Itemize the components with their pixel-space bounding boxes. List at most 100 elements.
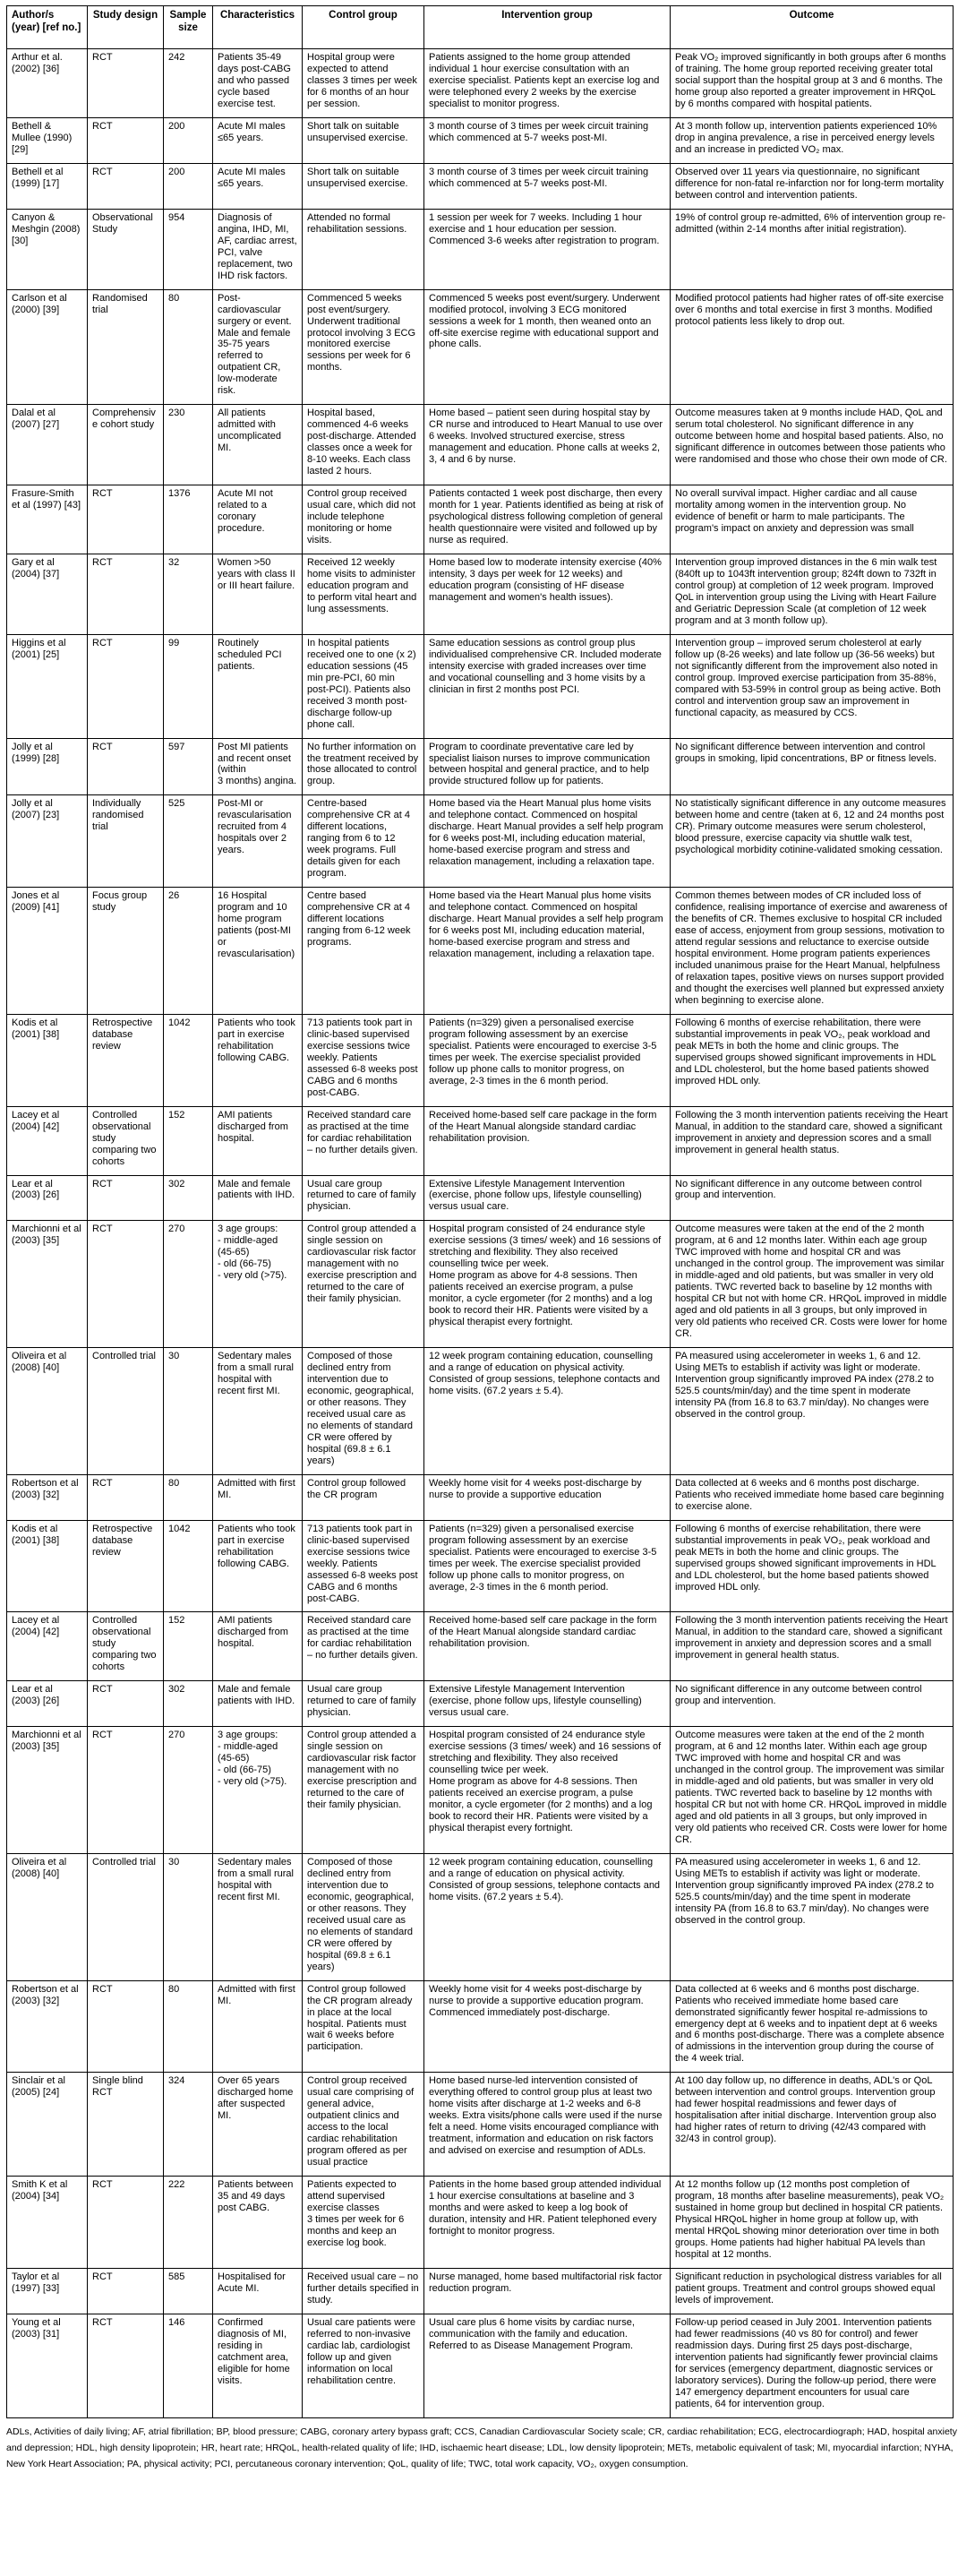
cell-characteristics: Post-MI or revascularisation recruited f…: [212, 794, 303, 889]
cell-sample: 302: [163, 1174, 213, 1222]
cell-characteristics: Women >50 years with class II or III hea…: [212, 553, 303, 635]
cell-intervention: Home based via the Heart Manual plus hom…: [423, 794, 671, 889]
table-row: Jolly et al (2007) [23] Individually rand…: [6, 794, 954, 889]
cell-characteristics: Sedentary males from a small rural hospi…: [212, 1347, 303, 1475]
cell-intervention: Patients contacted 1 week post discharge…: [423, 485, 671, 554]
cell-outcome: Outcome measures were taken at the end o…: [670, 1726, 954, 1854]
cell-author: Frasure-Smith et al (1997) [43]: [6, 485, 88, 554]
table-row: Marchionni et al (2003) [35] RCT 270 3 age …: [6, 1220, 954, 1349]
cell-control: No further information on the treatment …: [302, 737, 424, 796]
cell-design: Controlled observational study comparing…: [87, 1105, 164, 1176]
table-row: Robertson et al (2003) [32] RCT 80 Admitted…: [6, 1979, 954, 2074]
cell-author: Oliveira et al (2008) [40]: [6, 1852, 88, 1981]
cell-author: Sinclair et al (2005) [24]: [6, 2072, 88, 2177]
cell-author: Smith K et al (2004) [34]: [6, 2176, 88, 2269]
cell-outcome: Peak VO₂ improved significantly in both …: [670, 48, 954, 118]
cell-outcome: Outcome measures were taken at the end o…: [670, 1220, 954, 1349]
cell-control: Received standard care as practised at t…: [302, 1105, 424, 1176]
cell-characteristics: Patients who took part in exercise rehab…: [212, 1013, 303, 1107]
cell-sample: 324: [163, 2072, 213, 2177]
cell-sample: 80: [163, 288, 213, 406]
cell-intervention: Patients (n=329) given a personalised ex…: [423, 1519, 671, 1613]
cell-outcome: Following the 3 month intervention patie…: [670, 1105, 954, 1176]
cell-author: Lacey et al (2004) [42]: [6, 1105, 88, 1176]
table-row: Oliveira et al (2008) [40] Controlled tri…: [6, 1347, 954, 1475]
header-row: Author/s (year) [ref no.] Study design Sam…: [6, 4, 954, 50]
cell-sample: 146: [163, 2313, 213, 2418]
cell-characteristics: Acute MI not related to a coronary proce…: [212, 485, 303, 554]
cell-control: Short talk on suitable unsupervised exer…: [302, 162, 424, 210]
cell-author: Arthur et al. (2002) [36]: [6, 48, 88, 118]
cell-outcome: Data collected at 6 weeks and 6 months p…: [670, 1979, 954, 2074]
cell-author: Marchionni et al (2003) [35]: [6, 1726, 88, 1854]
table-row: Jolly et al (1999) [28] RCT 597 Post MI pat…: [6, 737, 954, 796]
cell-author: Lear et al (2003) [26]: [6, 1680, 88, 1728]
cell-outcome: Following 6 months of exercise rehabilit…: [670, 1013, 954, 1107]
table-row: Dalal et al (2007) [27] Comprehensive coh…: [6, 404, 954, 486]
cell-design: RCT: [87, 48, 164, 118]
cell-sample: 99: [163, 633, 213, 739]
cell-design: RCT: [87, 633, 164, 739]
cell-sample: 1376: [163, 485, 213, 554]
table-row: Gary et al (2004) [37] RCT 32 Women >50 yea…: [6, 553, 954, 635]
cell-characteristics: All patients admitted with uncomplicated…: [212, 404, 303, 486]
table-row: Bethell & Mullee (1990) [29] RCT 200 Acute …: [6, 116, 954, 164]
cell-design: Focus group study: [87, 887, 164, 1015]
cell-outcome: Modified protocol patients had higher ra…: [670, 288, 954, 406]
table-row: Robertson et al (2003) [32] RCT 80 Admitted…: [6, 1473, 954, 1521]
cell-intervention: Patients in the home based group attende…: [423, 2176, 671, 2269]
cell-intervention: 3 month course of 3 times per week circu…: [423, 162, 671, 210]
cell-author: Jolly et al (1999) [28]: [6, 737, 88, 796]
cell-author: Carlson et al (2000) [39]: [6, 288, 88, 406]
cell-sample: 30: [163, 1347, 213, 1475]
cell-control: Received usual care – no further details…: [302, 2267, 424, 2314]
cell-characteristics: Male and female patients with IHD.: [212, 1680, 303, 1728]
cell-design: Retrospective database review: [87, 1519, 164, 1613]
cell-design: RCT: [87, 1174, 164, 1222]
cell-design: RCT: [87, 116, 164, 164]
table-row: Oliveira et al (2008) [40] Controlled tri…: [6, 1852, 954, 1981]
cell-sample: 200: [163, 116, 213, 164]
column-header-design: Study design: [87, 4, 164, 50]
cell-sample: 242: [163, 48, 213, 118]
cell-sample: 585: [163, 2267, 213, 2314]
cell-characteristics: Confirmed diagnosis of MI, residing in c…: [212, 2313, 303, 2418]
cell-outcome: Following 6 months of exercise rehabilit…: [670, 1519, 954, 1613]
table-row: Smith K et al (2004) [34] RCT 222 Patients …: [6, 2176, 954, 2269]
cell-control: 713 patients took part in clinic-based s…: [302, 1013, 424, 1107]
cell-characteristics: AMI patients discharged from hospital.: [212, 1105, 303, 1176]
table-row: Kodis et al (2001) [38] Retrospective dat…: [6, 1519, 954, 1613]
cell-sample: 30: [163, 1852, 213, 1981]
cell-characteristics: Post-cardiovascular surgery or event. Ma…: [212, 288, 303, 406]
cell-author: Lear et al (2003) [26]: [6, 1174, 88, 1222]
cell-design: Randomised trial: [87, 288, 164, 406]
cell-design: RCT: [87, 2176, 164, 2269]
cell-control: Short talk on suitable unsupervised exer…: [302, 116, 424, 164]
cell-author: Taylor et al (1997) [33]: [6, 2267, 88, 2314]
cell-intervention: Nurse managed, home based multifactorial…: [423, 2267, 671, 2314]
cell-design: RCT: [87, 485, 164, 554]
cell-design: RCT: [87, 1680, 164, 1728]
cell-outcome: Intervention group improved distances in…: [670, 553, 954, 635]
cell-outcome: At 3 month follow up, intervention patie…: [670, 116, 954, 164]
cell-control: Usual care patients were referred to non…: [302, 2313, 424, 2418]
cell-sample: 1042: [163, 1519, 213, 1613]
table-row: Arthur et al. (2002) [36] RCT 242 Patients …: [6, 48, 954, 118]
cell-outcome: No overall survival impact. Higher cardi…: [670, 485, 954, 554]
column-header-sample: Sample size: [163, 4, 213, 50]
cell-control: Centre based comprehensive CR at 4 diffe…: [302, 887, 424, 1015]
cell-intervention: 3 month course of 3 times per week circu…: [423, 116, 671, 164]
cell-sample: 32: [163, 553, 213, 635]
cell-characteristics: 3 age groups: - middle-aged (45-65) - ol…: [212, 1220, 303, 1349]
cell-control: Composed of those declined entry from in…: [302, 1852, 424, 1981]
table-row: Young et al (2003) [31] RCT 146 Confirmed d…: [6, 2313, 954, 2418]
cell-characteristics: Sedentary males from a small rural hospi…: [212, 1852, 303, 1981]
cell-sample: 80: [163, 1979, 213, 2074]
cell-control: Patients expected to attend supervised e…: [302, 2176, 424, 2269]
studies-table: Author/s (year) [ref no.] Study design Sam…: [6, 4, 954, 2418]
cell-characteristics: AMI patients discharged from hospital.: [212, 1611, 303, 1682]
cell-intervention: Program to coordinate preventative care …: [423, 737, 671, 796]
cell-characteristics: Patients who took part in exercise rehab…: [212, 1519, 303, 1613]
cell-characteristics: Diagnosis of angina, IHD, MI, AF, cardia…: [212, 208, 303, 290]
cell-control: Attended no formal rehabilitation sessio…: [302, 208, 424, 290]
